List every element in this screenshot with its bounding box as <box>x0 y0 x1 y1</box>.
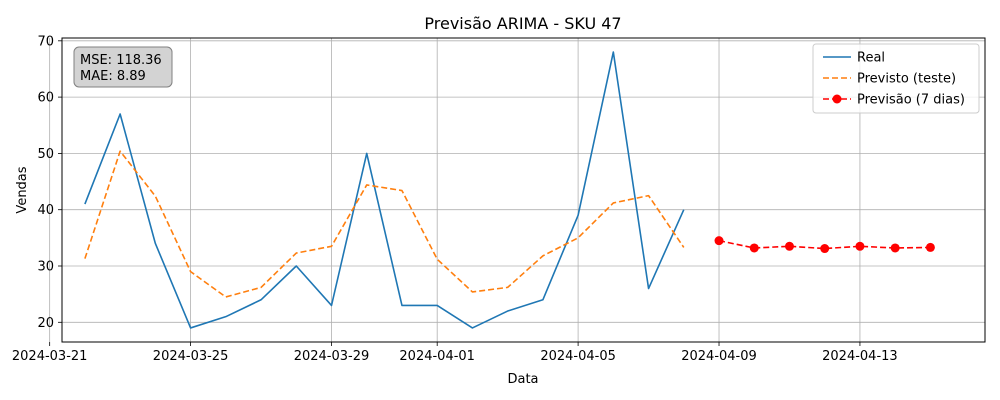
forecast-point <box>784 241 794 251</box>
x-tick-label: 2024-04-01 <box>399 349 475 364</box>
x-tick-label: 2024-03-25 <box>153 349 229 364</box>
y-tick-label: 30 <box>37 260 54 275</box>
y-tick-label: 40 <box>37 203 54 218</box>
y-axis-label: Vendas <box>15 166 30 213</box>
x-tick-label: 2024-04-09 <box>681 349 757 364</box>
metrics-box-background <box>73 46 173 88</box>
y-tick-label: 60 <box>37 91 54 106</box>
grid-layer <box>49 38 985 342</box>
tick-layer: 2024-03-21 2024-03-25 2024-03-29 2024-04-01… <box>12 34 898 364</box>
legend-items: Real Previsto (teste) Previsão (7 dias) <box>823 51 965 108</box>
plot-frame <box>61 37 986 343</box>
legend-label-previsto-teste: Previsto (teste) <box>857 72 956 87</box>
legend-frame <box>812 43 980 114</box>
forecast-point <box>890 243 900 253</box>
forecast-point <box>749 243 759 253</box>
forecast-point <box>855 241 865 251</box>
y-tick-label: 50 <box>37 147 54 162</box>
series-line-real <box>84 51 685 329</box>
metrics-mse: MSE: 118.36 <box>80 53 162 68</box>
metrics-mae: MAE: 8.89 <box>80 69 146 84</box>
series-line-previsto-teste <box>84 150 685 298</box>
metrics-annotation: MSE: 118.36 MAE: 8.89 <box>73 46 173 88</box>
x-tick-label: 2024-03-21 <box>12 349 88 364</box>
y-tick-label: 20 <box>37 316 54 331</box>
forecast-point <box>925 242 935 252</box>
x-axis-label: Data <box>507 372 538 387</box>
forecast-point <box>820 244 830 254</box>
legend-label-real: Real <box>857 51 885 66</box>
series-layer <box>84 51 935 329</box>
legend-marker <box>832 94 842 104</box>
x-tick-label: 2024-04-13 <box>822 349 898 364</box>
chart-title: Previsão ARIMA - SKU 47 <box>424 14 621 33</box>
x-tick-label: 2024-04-05 <box>540 349 616 364</box>
legend: Real Previsto (teste) Previsão (7 dias) <box>812 43 980 114</box>
x-tick-label: 2024-03-29 <box>294 349 370 364</box>
forecast-point <box>714 236 724 246</box>
legend-label-previsao-7-dias: Previsão (7 dias) <box>857 93 965 108</box>
y-tick-label: 70 <box>37 34 54 49</box>
